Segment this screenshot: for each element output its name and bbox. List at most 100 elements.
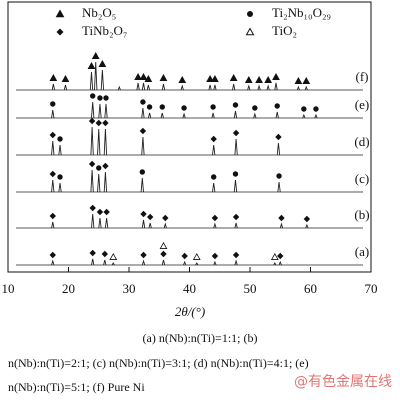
diffraction-peak — [141, 107, 145, 119]
phase-marker — [162, 214, 169, 222]
caption-line: n(Nb):n(Ti)=2:1; (c) n(Nb):n(Ti)=3:1; (d… — [8, 356, 309, 370]
phase-marker — [139, 127, 147, 135]
diffraction-peak — [103, 128, 108, 156]
diffraction-peak — [277, 181, 281, 193]
caption-line: n(Nb):n(Ti)=5:1; (f) Pure Ni — [8, 380, 145, 394]
legend-label: Nb₂O₅ — [82, 5, 116, 20]
phase-marker — [49, 251, 56, 259]
diffraction-peak — [232, 83, 236, 91]
diffraction-peak — [182, 112, 186, 119]
diffraction-peak — [274, 82, 278, 91]
legend-marker — [56, 28, 64, 36]
phase-marker — [192, 252, 201, 260]
x-tick-label: 10 — [2, 281, 15, 296]
diffraction-peak — [140, 177, 144, 193]
x-tick-label: 60 — [304, 281, 317, 296]
diffraction-peak — [273, 262, 277, 266]
diffraction-peak — [104, 103, 108, 119]
phase-marker — [210, 135, 217, 143]
phase-marker — [159, 73, 168, 81]
phase-marker — [102, 162, 109, 170]
phase-marker — [211, 174, 217, 180]
phase-marker — [88, 117, 96, 125]
diffraction-peak — [97, 173, 101, 193]
caption-line: (a) n(Nb):n(Ti)=1:1; (b) — [143, 331, 258, 345]
diffraction-peak — [146, 84, 150, 91]
diffraction-peak — [302, 113, 306, 119]
phase-marker — [144, 74, 153, 82]
diffraction-peak — [180, 84, 184, 91]
phase-marker — [264, 75, 273, 83]
phase-marker — [275, 133, 282, 141]
diffraction-peak — [91, 101, 95, 119]
phase-marker — [303, 215, 311, 223]
phase-marker — [61, 74, 70, 82]
diffraction-peak — [278, 260, 282, 266]
legend-label: TiO₂ — [272, 23, 297, 38]
series-label: (d) — [354, 134, 369, 149]
series-label: (a) — [355, 244, 369, 259]
diffraction-peak — [91, 213, 95, 229]
diffraction-peak — [208, 84, 212, 91]
diffraction-peak — [51, 221, 55, 229]
legend-label: Ti₂Nb₁₀O₂₉ — [272, 5, 331, 20]
diffraction-peak — [211, 112, 215, 119]
diffraction-peak — [51, 83, 56, 91]
series-label: (c) — [355, 171, 369, 186]
phase-marker — [211, 252, 219, 260]
diffraction-peak — [51, 179, 55, 193]
diffraction-peak — [98, 103, 102, 119]
diffraction-peak — [94, 61, 98, 91]
phase-marker — [146, 213, 154, 221]
phase-marker — [134, 72, 142, 80]
phase-marker — [181, 252, 188, 260]
diffraction-peak — [100, 69, 105, 91]
diffraction-peak — [304, 85, 308, 91]
x-tick-label: 70 — [365, 281, 378, 296]
phase-marker — [90, 93, 96, 99]
phase-marker — [49, 131, 56, 139]
phase-marker — [50, 101, 56, 107]
phase-marker — [96, 208, 104, 216]
diffraction-peak — [266, 84, 270, 91]
phase-marker — [160, 250, 167, 258]
diffraction-peak — [141, 136, 145, 156]
series-label: (f) — [356, 69, 369, 84]
phase-marker — [255, 75, 263, 83]
diffraction-peak — [212, 144, 216, 156]
phase-marker — [49, 212, 56, 220]
diffraction-peak — [97, 128, 101, 156]
series-label: (e) — [355, 97, 369, 112]
phase-marker — [103, 208, 110, 216]
phase-marker — [140, 210, 147, 218]
phase-marker — [109, 252, 118, 260]
diffraction-peak — [148, 222, 152, 229]
phase-marker — [211, 74, 219, 82]
phase-marker — [302, 76, 311, 84]
phase-marker — [88, 160, 96, 168]
diffraction-peak — [141, 259, 146, 266]
diffraction-peak — [111, 262, 115, 266]
phase-marker — [98, 59, 107, 67]
diffraction-peak — [247, 84, 251, 91]
diffraction-peak — [276, 142, 281, 156]
diffraction-peak — [305, 223, 309, 229]
phase-marker — [140, 251, 147, 259]
phase-marker — [103, 95, 109, 101]
phase-marker — [139, 169, 146, 175]
phase-marker — [276, 173, 282, 179]
phase-marker — [270, 252, 279, 260]
phase-marker — [210, 104, 216, 110]
phase-marker — [277, 252, 284, 260]
diffraction-peak — [91, 258, 95, 266]
phase-marker — [232, 129, 240, 137]
phase-marker — [232, 213, 240, 221]
diffraction-peak — [234, 138, 238, 156]
phase-marker — [101, 250, 108, 258]
diffraction-peak — [103, 171, 108, 193]
diffraction-peak — [160, 112, 164, 119]
phase-marker — [140, 99, 146, 105]
diffraction-peak — [279, 222, 284, 229]
diffraction-peak — [163, 222, 167, 229]
